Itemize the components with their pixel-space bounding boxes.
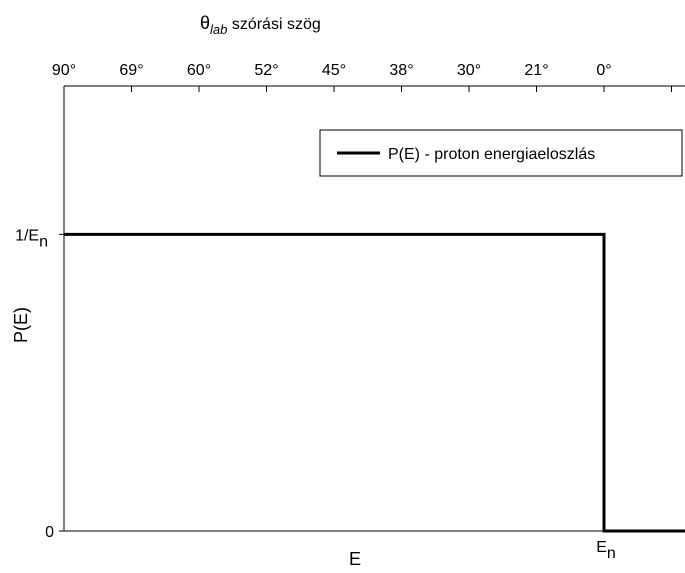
y-axis-title: P(E) xyxy=(11,307,31,343)
top-ticks: 90° 69° 60° 52° 45° 38° 30° 21° 0° xyxy=(52,62,672,92)
top-tick-label: 69° xyxy=(119,62,143,79)
x-ticks: En xyxy=(596,539,616,562)
legend-box xyxy=(319,129,683,177)
plot-frame xyxy=(63,85,685,532)
x-axis: E En xyxy=(349,539,616,569)
theta-symbol: θ xyxy=(200,13,210,33)
top-tick-label: 52° xyxy=(254,62,278,79)
top-tick-label: 21° xyxy=(524,62,548,79)
top-axis-title: θlab szórási szög xyxy=(200,13,321,37)
series-group xyxy=(64,232,685,533)
top-tick-label: 90° xyxy=(52,62,76,79)
legend-label: P(E) - proton energiaeloszlás xyxy=(388,146,595,163)
series-line xyxy=(64,232,685,533)
y-tick-label: 0 xyxy=(45,524,54,541)
top-axis-title-text: szórási szög xyxy=(227,16,320,33)
top-tick-label: 60° xyxy=(187,62,211,79)
x-axis-title: E xyxy=(349,549,361,569)
x-tick-label: En xyxy=(596,539,616,562)
y-axis: P(E) 0 1/En xyxy=(11,227,64,541)
y-tick-label: 1/En xyxy=(15,227,48,250)
y-ticks: 0 1/En xyxy=(15,227,64,541)
legend: P(E) - proton energiaeloszlás xyxy=(319,129,683,177)
top-tick-label: 0° xyxy=(596,62,611,79)
top-axis: θlab szórási szög 90° 69° 60° 52° 45° 38° 30° 2… xyxy=(52,13,672,92)
top-tick-label: 38° xyxy=(389,62,413,79)
top-tick-label: 30° xyxy=(457,62,481,79)
top-tick-label: 45° xyxy=(322,62,346,79)
theta-subscript: lab xyxy=(210,22,227,37)
